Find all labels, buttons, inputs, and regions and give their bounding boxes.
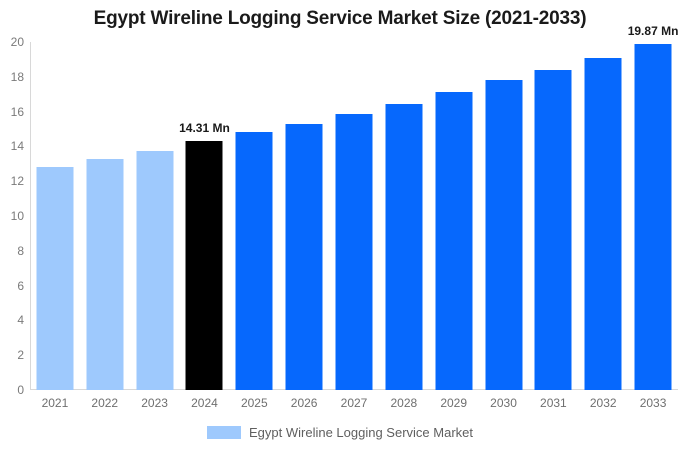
bars-layer: 14.31 Mn 19.87 Mn	[30, 24, 678, 390]
bar-value-label-2024: 14.31 Mn	[179, 121, 230, 136]
bar-slot: 19.87 Mn	[628, 24, 678, 390]
bar-2030[interactable]	[485, 80, 523, 390]
bar-2027[interactable]	[335, 114, 373, 390]
legend-swatch-icon	[207, 426, 241, 439]
plot-area: 14.31 Mn 19.87 Mn	[30, 24, 678, 390]
bar-slot	[229, 42, 279, 390]
bar-2022[interactable]	[86, 159, 124, 390]
x-axis-tick-label-2032: 2032	[589, 396, 617, 410]
x-axis-tick-label-2030: 2030	[490, 396, 517, 410]
bar-2028[interactable]	[385, 103, 423, 390]
bar-2021[interactable]	[36, 167, 74, 390]
bar-slot	[279, 42, 329, 390]
bar-slot	[479, 42, 529, 390]
y-axis-tick-label: 20	[10, 35, 24, 49]
bar-2033[interactable]	[634, 44, 672, 390]
bar-slot	[429, 42, 479, 390]
x-axis-tick-label-2022: 2022	[91, 396, 119, 410]
x-axis-tick-label-2033: 2033	[639, 396, 667, 410]
x-axis-tick-label-2025: 2025	[240, 396, 268, 410]
bar-slot	[578, 42, 628, 390]
bar-2023[interactable]	[136, 150, 174, 390]
x-axis-tick-label-2026: 2026	[290, 396, 318, 410]
x-axis-tick-label-2024: 2024	[191, 396, 218, 410]
bar-2025[interactable]	[235, 132, 273, 390]
y-axis-tick-label: 2	[17, 348, 24, 363]
y-axis-tick-label: 10	[10, 209, 24, 223]
y-axis-tick-label: 14	[10, 139, 24, 154]
x-axis-tick-label-2027: 2027	[340, 396, 368, 410]
chart-legend: Egypt Wireline Logging Service Market	[0, 425, 680, 440]
bar-value-label-2033: 19.87 Mn	[627, 24, 679, 39]
x-axis-ticks: 2021 2022 2023 2024 2025 2026 2027 2028 2029 2030…	[30, 396, 678, 416]
bar-2029[interactable]	[435, 92, 473, 390]
bar-slot	[528, 42, 578, 390]
bar-slot: 14.31 Mn	[179, 42, 230, 390]
x-axis-tick-label-2028: 2028	[390, 396, 418, 410]
y-axis-tick-label: 0	[17, 383, 24, 397]
bar-slot	[130, 42, 180, 390]
x-axis-tick-label-2029: 2029	[440, 396, 468, 410]
bar-2024[interactable]	[185, 141, 223, 390]
bar-slot	[80, 42, 130, 390]
bar-2026[interactable]	[285, 123, 323, 390]
y-axis-tick-label: 6	[17, 278, 24, 293]
y-axis-tick-label: 12	[10, 174, 24, 189]
bar-slot	[30, 42, 80, 390]
legend-label: Egypt Wireline Logging Service Market	[249, 425, 473, 440]
y-axis-line	[30, 42, 31, 390]
y-axis-tick-label: 16	[10, 104, 24, 119]
x-axis-tick-label-2023: 2023	[141, 396, 168, 410]
chart-title: Egypt Wireline Logging Service Market Si…	[93, 8, 587, 29]
y-axis-tick-label: 4	[17, 313, 24, 328]
bar-slot	[329, 42, 379, 390]
x-axis-tick-label-2031: 2031	[540, 396, 567, 410]
bar-slot	[379, 42, 429, 390]
y-axis-tick-label: 8	[17, 243, 24, 258]
y-axis-tick-label: 18	[10, 69, 24, 84]
bar-2031[interactable]	[534, 69, 572, 390]
x-axis-tick-label-2021: 2021	[41, 396, 69, 410]
bar-2032[interactable]	[584, 57, 622, 390]
